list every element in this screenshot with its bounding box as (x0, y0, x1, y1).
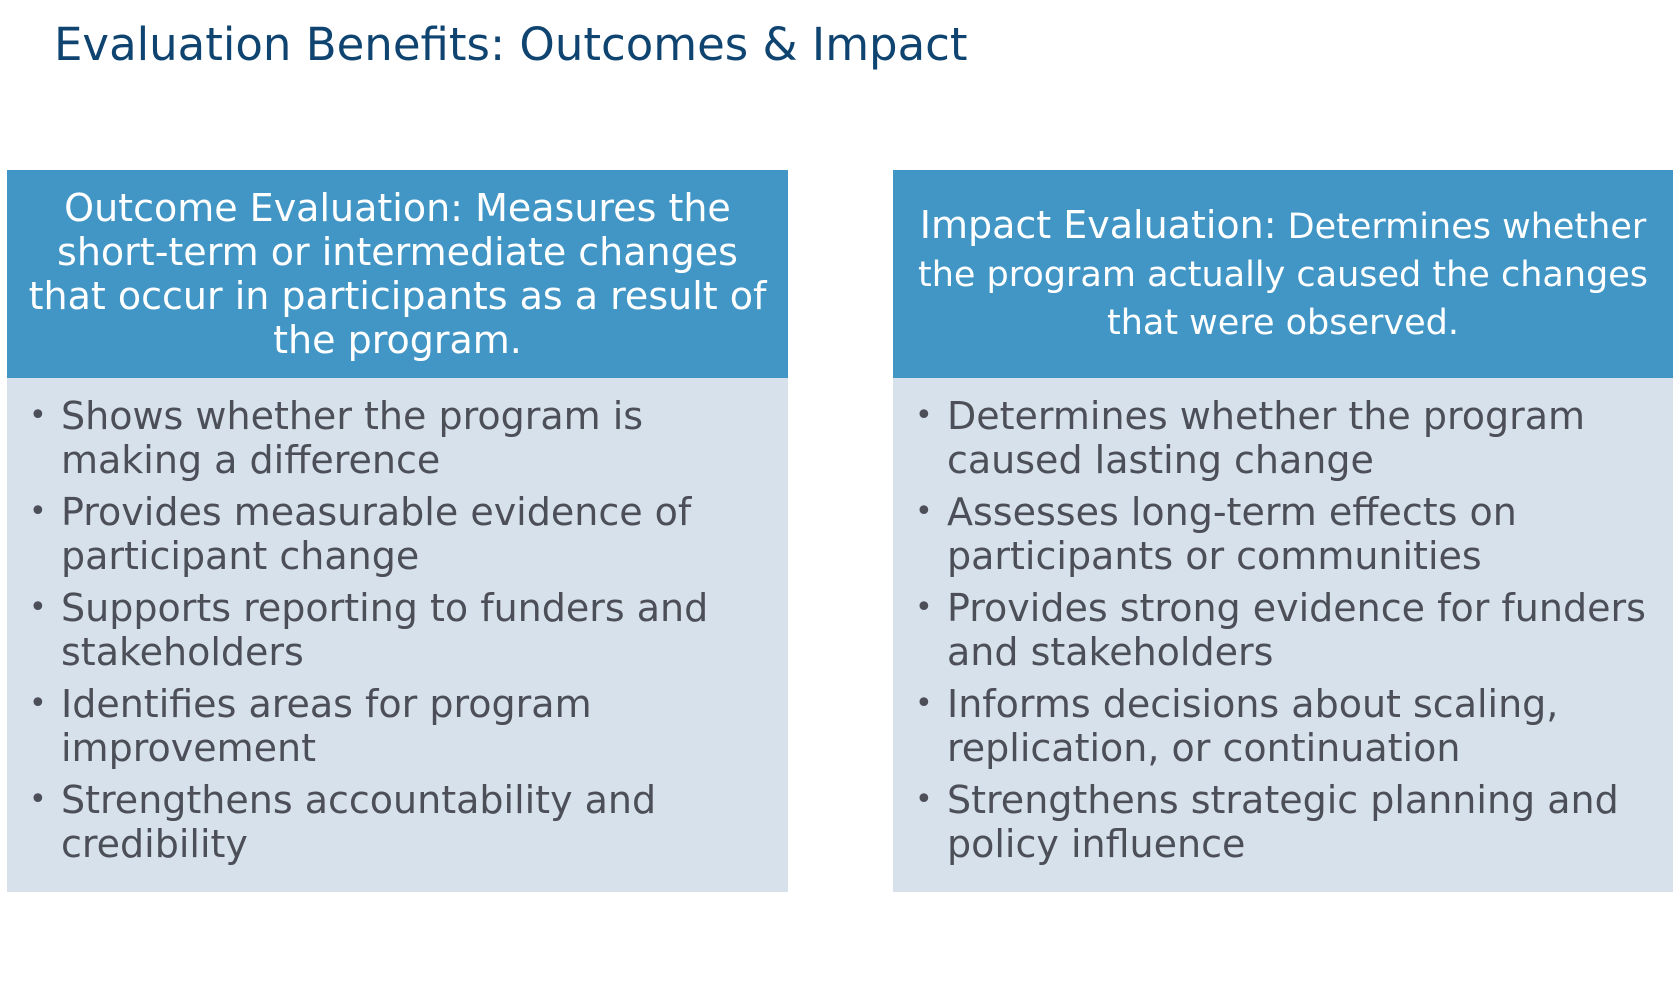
bullet-icon: • (29, 782, 47, 817)
list-item-text: Supports reporting to funders and stakeh… (61, 586, 709, 674)
outcome-evaluation-header: Outcome Evaluation: Measures the short-t… (7, 170, 788, 378)
list-item-text: Strengthens strategic planning and polic… (947, 778, 1619, 866)
list-item-text: Identifies areas for program improvement (61, 682, 592, 770)
impact-evaluation-header-text: Impact Evaluation: Determines whether th… (907, 201, 1659, 347)
outcome-evaluation-card: Outcome Evaluation: Measures the short-t… (7, 170, 788, 892)
impact-evaluation-card: Impact Evaluation: Determines whether th… (893, 170, 1673, 892)
slide-title: Evaluation Benefits: Outcomes & Impact (54, 18, 968, 71)
bullet-icon: • (915, 590, 933, 625)
list-item: • Informs decisions about scaling, repli… (915, 682, 1657, 770)
list-item-text: Provides strong evidence for funders and… (947, 586, 1646, 674)
list-item-text: Determines whether the program caused la… (947, 394, 1586, 482)
list-item: • Assesses long-term effects on particip… (915, 490, 1657, 578)
list-item: • Strengthens strategic planning and pol… (915, 778, 1657, 866)
outcome-benefits-list: • Shows whether the program is making a … (7, 378, 788, 866)
bullet-icon: • (29, 686, 47, 721)
impact-evaluation-header-lead: Impact Evaluation: (919, 203, 1277, 247)
bullet-icon: • (915, 398, 933, 433)
bullet-icon: • (29, 398, 47, 433)
bullet-icon: • (29, 494, 47, 529)
list-item: • Supports reporting to funders and stak… (29, 586, 772, 674)
outcome-evaluation-header-text: Outcome Evaluation: Measures the short-t… (28, 186, 767, 362)
list-item: • Provides strong evidence for funders a… (915, 586, 1657, 674)
list-item: • Determines whether the program caused … (915, 394, 1657, 482)
list-item-text: Strengthens accountability and credibili… (61, 778, 657, 866)
list-item: • Provides measurable evidence of partic… (29, 490, 772, 578)
bullet-icon: • (29, 590, 47, 625)
list-item: • Strengthens accountability and credibi… (29, 778, 772, 866)
impact-evaluation-header: Impact Evaluation: Determines whether th… (893, 170, 1673, 378)
list-item-text: Informs decisions about scaling, replica… (947, 682, 1559, 770)
list-item-text: Shows whether the program is making a di… (61, 394, 644, 482)
list-item: • Identifies areas for program improveme… (29, 682, 772, 770)
impact-evaluation-header-rest: Determines whether the program actually … (917, 207, 1648, 343)
list-item: • Shows whether the program is making a … (29, 394, 772, 482)
bullet-icon: • (915, 494, 933, 529)
impact-benefits-list: • Determines whether the program caused … (893, 378, 1673, 866)
bullet-icon: • (915, 686, 933, 721)
list-item-text: Assesses long-term effects on participan… (947, 490, 1517, 578)
bullet-icon: • (915, 782, 933, 817)
list-item-text: Provides measurable evidence of particip… (61, 490, 692, 578)
